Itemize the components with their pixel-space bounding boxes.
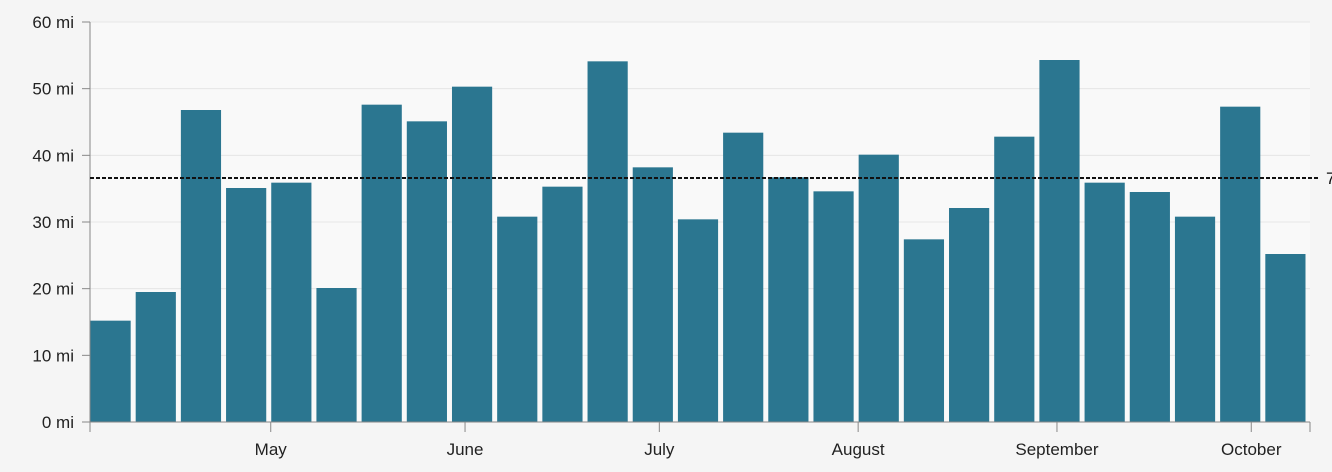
bar[interactable]: [90, 320, 131, 422]
x-axis: May June July August September October: [89, 421, 1311, 459]
bar[interactable]: [858, 154, 899, 422]
bar[interactable]: [994, 136, 1035, 422]
bar[interactable]: [226, 188, 267, 422]
average-line-group: 7: [90, 169, 1332, 188]
y-tick-label: 20 mi: [32, 280, 74, 299]
bar[interactable]: [135, 292, 176, 422]
average-line-label: 7: [1326, 169, 1332, 188]
bar[interactable]: [1265, 254, 1306, 422]
bar[interactable]: [768, 177, 809, 422]
x-tick-label: August: [832, 440, 885, 459]
bar[interactable]: [587, 61, 628, 422]
bar[interactable]: [723, 132, 764, 422]
bar[interactable]: [1039, 60, 1080, 422]
y-tick-label: 0 mi: [42, 413, 74, 432]
bar[interactable]: [1084, 182, 1125, 422]
y-tick-label: 60 mi: [32, 13, 74, 32]
bar[interactable]: [316, 288, 357, 422]
bar[interactable]: [1129, 192, 1170, 422]
bar[interactable]: [1220, 106, 1261, 423]
bar[interactable]: [813, 191, 854, 422]
y-axis: 0 mi 10 mi 20 mi 30 mi 40 mi 50 mi 60 mi: [32, 13, 91, 432]
bar[interactable]: [632, 167, 673, 422]
bar[interactable]: [361, 104, 402, 423]
y-tick-label: 40 mi: [32, 146, 74, 165]
y-tick-label: 50 mi: [32, 80, 74, 99]
bar[interactable]: [677, 219, 719, 422]
x-tick-label: July: [644, 440, 675, 459]
y-tick-label: 30 mi: [32, 213, 74, 232]
bar[interactable]: [406, 121, 447, 422]
bar[interactable]: [180, 110, 222, 422]
bar[interactable]: [903, 239, 945, 422]
x-tick-label: June: [447, 440, 484, 459]
y-tick-label: 10 mi: [32, 346, 74, 365]
bar[interactable]: [1174, 216, 1216, 422]
x-tick-label: September: [1015, 440, 1098, 459]
bar[interactable]: [451, 86, 493, 423]
bar[interactable]: [949, 208, 990, 422]
x-tick-label: October: [1221, 440, 1282, 459]
x-tick-label: May: [255, 440, 288, 459]
bar[interactable]: [271, 182, 312, 422]
bars: [90, 60, 1306, 423]
bar[interactable]: [497, 216, 538, 422]
bar[interactable]: [542, 186, 583, 422]
